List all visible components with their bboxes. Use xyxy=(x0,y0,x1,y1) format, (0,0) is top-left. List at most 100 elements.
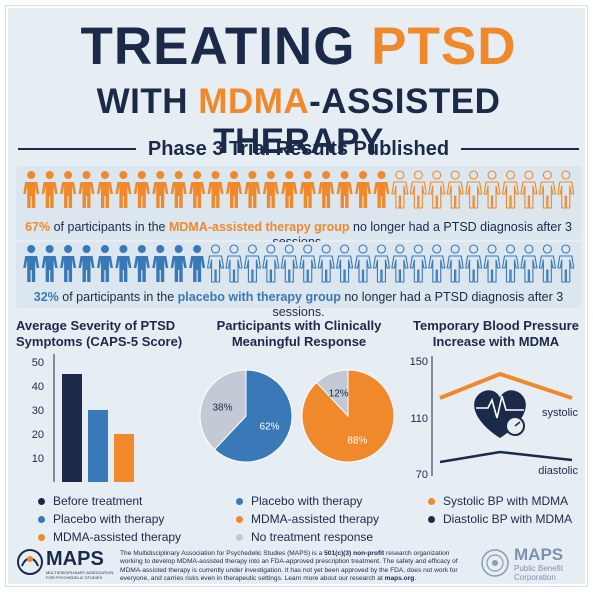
person-outline-icon xyxy=(372,244,390,283)
person-filled-icon xyxy=(115,245,132,282)
placebo-pie-chart: 62% 38% xyxy=(199,369,293,463)
person-filled-icon xyxy=(41,171,58,208)
person-outline-icon xyxy=(520,244,538,283)
severity-title: Average Severity of PTSD Symptoms (CAPS-5… xyxy=(16,318,183,349)
pie-slice-label: 12% xyxy=(329,388,349,399)
person-filled-icon xyxy=(207,171,224,208)
divider-left xyxy=(18,148,136,150)
footer-disclaimer: The Multidisciplinary Association for Ps… xyxy=(120,550,458,583)
maps-link[interactable]: maps.org xyxy=(384,575,415,583)
person-outline-icon xyxy=(428,244,446,283)
maps-logo-text: MAPS xyxy=(46,548,104,570)
response-title: Participants with Clinically Meaningful R… xyxy=(216,318,382,349)
bp-title: Temporary Blood Pressure Increase with MD… xyxy=(413,318,579,349)
person-filled-icon xyxy=(41,245,58,282)
person-filled-icon xyxy=(318,171,335,208)
person-outline-icon xyxy=(207,244,225,283)
person-outline-icon xyxy=(557,244,575,283)
legend-label: Placebo with therapy xyxy=(53,512,165,526)
person-outline-icon xyxy=(428,170,446,209)
pie-slice-label: 88% xyxy=(347,436,367,447)
severity-bar-chart: 10 20 30 40 50 xyxy=(32,354,134,482)
legend-dot-icon xyxy=(236,515,243,523)
mdma-people-row xyxy=(23,170,575,209)
bp-chart: 150 110 70 systolic diastolic xyxy=(410,356,578,481)
person-filled-icon xyxy=(115,171,132,208)
maps-pbc-logo: MAPS Public Benefit Corporation xyxy=(480,546,584,584)
person-filled-icon xyxy=(170,245,187,282)
pbc-logo-text: MAPS xyxy=(514,545,564,564)
person-filled-icon xyxy=(60,245,77,282)
legend-label: Systolic BP with MDMA xyxy=(443,494,569,508)
person-filled-icon xyxy=(23,171,40,208)
person-filled-icon xyxy=(152,171,169,208)
legend-item: MDMA-assisted therapy xyxy=(236,510,426,528)
bp-legend: Systolic BP with MDMA Diastolic BP with M… xyxy=(428,492,588,528)
person-filled-icon xyxy=(373,171,390,208)
person-filled-icon xyxy=(78,171,95,208)
legend-label: MDMA-assisted therapy xyxy=(53,530,182,544)
pie-slice xyxy=(199,369,247,451)
legend-label: Before treatment xyxy=(53,494,143,508)
person-filled-icon xyxy=(96,171,113,208)
legend-item: Systolic BP with MDMA xyxy=(428,492,588,510)
legend-dot-icon xyxy=(428,515,435,523)
person-outline-icon xyxy=(446,244,464,283)
maps-logo-icon xyxy=(17,549,43,575)
person-filled-icon xyxy=(133,245,150,282)
placebo-people-row xyxy=(23,244,575,283)
legend-label: Placebo with therapy xyxy=(251,494,363,508)
severity-bar xyxy=(114,434,134,482)
person-outline-icon xyxy=(501,244,520,283)
legend-item: Placebo with therapy xyxy=(236,492,426,510)
legend-item: MDMA-assisted therapy xyxy=(38,528,218,546)
severity-tick-label: 10 xyxy=(32,453,44,465)
severity-tick-label: 50 xyxy=(32,357,44,369)
person-outline-icon xyxy=(317,244,335,283)
person-filled-icon xyxy=(189,171,206,208)
infographic: TREATING PTSD WITH MDMA-ASSISTED THERAPY… xyxy=(5,5,588,587)
person-outline-icon xyxy=(538,244,556,283)
divider-right xyxy=(461,148,579,150)
severity-bar xyxy=(88,410,108,482)
legend-item: Before treatment xyxy=(38,492,218,510)
legend-dot-icon xyxy=(428,497,435,505)
bp-tick-70: 70 xyxy=(416,469,428,481)
person-outline-icon xyxy=(299,244,317,283)
person-outline-icon xyxy=(538,170,556,209)
legend-dot-icon xyxy=(236,533,243,541)
person-outline-icon xyxy=(465,170,483,209)
person-filled-icon xyxy=(60,171,77,208)
person-outline-icon xyxy=(243,244,261,283)
person-outline-icon xyxy=(262,244,280,283)
person-outline-icon xyxy=(280,244,298,283)
pie-slice xyxy=(315,369,349,418)
mdma-percent: 67% xyxy=(25,220,51,234)
person-outline-icon xyxy=(483,170,501,209)
severity-legend: Before treatment Placebo with therapy MDMA… xyxy=(38,492,218,546)
maps-logo-sub: MULTIDISCIPLINARY ASSOCIATION FOR PSYCHE… xyxy=(46,570,114,580)
legend-dot-icon xyxy=(38,497,45,505)
person-filled-icon xyxy=(262,171,279,208)
mdma-pie-chart: 88% 12% xyxy=(301,369,395,463)
legend-dot-icon xyxy=(38,515,45,523)
person-filled-icon xyxy=(96,245,113,282)
bp-tick-110: 110 xyxy=(410,413,428,425)
mdma-caption: 67% of participants in the MDMA-assisted… xyxy=(25,220,572,249)
pbc-line2: Corporation xyxy=(514,573,556,582)
person-filled-icon xyxy=(170,171,187,208)
person-outline-icon xyxy=(557,170,575,209)
person-filled-icon xyxy=(281,171,298,208)
person-filled-icon xyxy=(299,171,316,208)
placebo-caption: 32% of participants in the placebo with … xyxy=(33,290,564,319)
person-outline-icon xyxy=(446,170,464,209)
person-filled-icon xyxy=(133,171,150,208)
legend-label: No treatment response xyxy=(251,530,374,544)
person-filled-icon xyxy=(23,245,40,282)
main-title-line2: WITH MDMA-ASSISTED THERAPY xyxy=(96,82,501,161)
main-title: TREATING PTSD xyxy=(80,17,517,76)
person-outline-icon xyxy=(391,170,409,209)
legend-item: Diastolic BP with MDMA xyxy=(428,510,588,528)
placebo-band xyxy=(16,242,581,308)
maps-logo: MAPS MULTIDISCIPLINARY ASSOCIATION FOR P… xyxy=(16,546,116,584)
